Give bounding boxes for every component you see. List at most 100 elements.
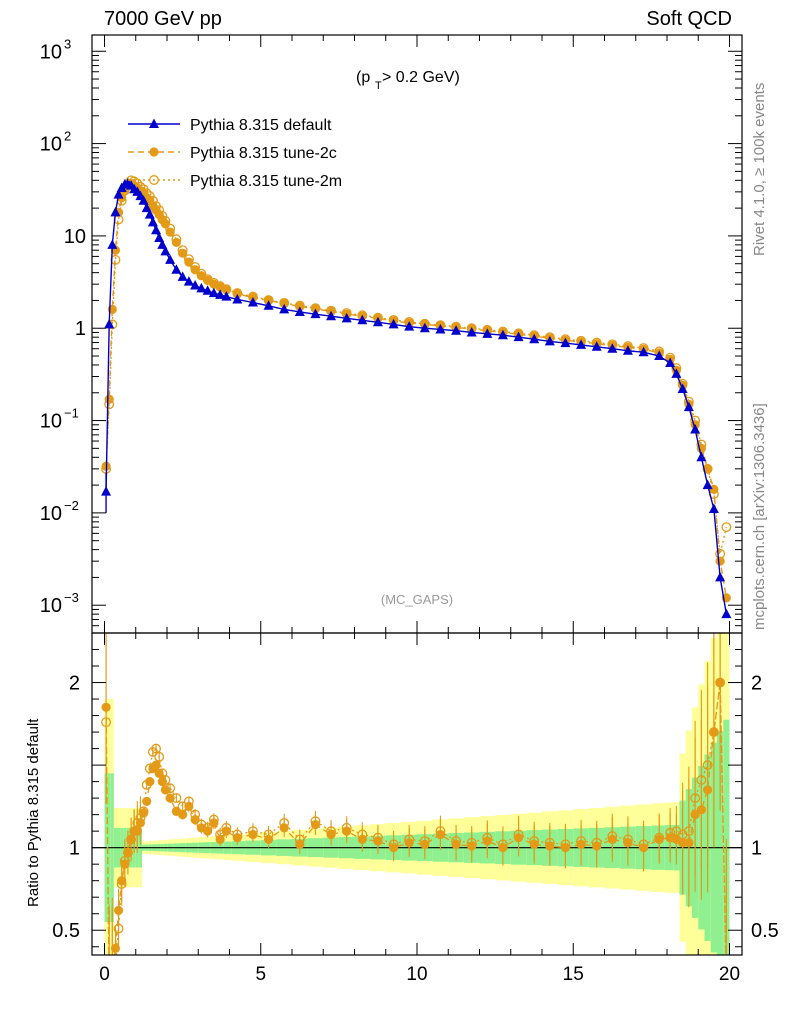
data-point-0-15	[147, 216, 158, 227]
x-tick-label: 15	[563, 964, 584, 985]
data-point-0-2	[107, 239, 118, 249]
ratio-point-1-47	[497, 839, 508, 850]
data-point-1-1	[104, 394, 114, 404]
data-point-1-23	[184, 257, 194, 267]
y-tick-label-exp: 3	[64, 36, 71, 51]
data-point-1-21	[171, 237, 181, 248]
data-point-0-48	[513, 331, 524, 342]
ratio-y-tick-label-right: 1	[751, 838, 762, 860]
data-point-0-58	[665, 357, 676, 368]
y-tick-label-exp: −1	[64, 406, 79, 421]
chart-title-sub: T	[375, 80, 382, 92]
ratio-ylabel: Ratio to Pythia 8.315 default	[25, 718, 42, 907]
ratio-point-1-5	[116, 879, 127, 889]
data-point-1-64	[703, 464, 713, 474]
legend-marker-0	[149, 118, 159, 128]
ratio-point-1-67	[722, 984, 731, 993]
data-point-1-24	[190, 265, 200, 275]
data-point-0-50	[544, 335, 555, 346]
data-point-1-33	[279, 298, 289, 309]
ratio-point-1-28	[215, 829, 226, 840]
ratio-point-1-15	[147, 746, 158, 757]
data-point-0-4	[113, 189, 124, 199]
x-tick-label: 5	[255, 964, 266, 985]
data-point-0-36	[326, 310, 337, 321]
data-point-0-35	[310, 308, 321, 319]
data-point-0-64	[702, 479, 713, 490]
data-point-0-33	[279, 303, 290, 314]
ratio-point-1-43	[435, 826, 446, 837]
ratio-point-1-32	[263, 829, 274, 840]
y-tick-label-base: 1	[75, 318, 86, 340]
side-text-bottom: mcplots.cern.ch [arXiv:1306.3436]	[751, 403, 768, 630]
data-point-0-57	[654, 350, 665, 361]
data-point-1-22	[178, 248, 188, 258]
ratio-y-tick-label-right: 0.5	[751, 920, 779, 942]
analysis-label: (MC_GAPS)	[381, 592, 453, 607]
ratio-point-1-14	[144, 763, 155, 774]
data-point-0-63	[696, 451, 707, 462]
ratio-point-1-10	[132, 817, 143, 828]
series-line-2	[105, 179, 728, 555]
y-tick-label-exp: 2	[64, 129, 71, 144]
y-tick-label-base: 10	[40, 503, 62, 525]
ratio-point-1-4	[113, 923, 124, 934]
data-point-0-40	[388, 318, 399, 329]
y-tick-label-base: 10	[40, 41, 62, 63]
ratio-point-1-62	[690, 793, 701, 804]
data-point-0-59	[671, 368, 682, 378]
data-point-0-62	[690, 424, 701, 434]
y-tick-label-exp: −3	[64, 590, 79, 605]
data-point-1-65	[709, 484, 719, 494]
data-point-0-55	[622, 345, 633, 355]
ratio-point-1-16	[151, 743, 162, 754]
ratio-point-0-13	[142, 796, 152, 807]
ratio-point-1-3	[111, 959, 120, 968]
data-point-0-37	[341, 312, 352, 323]
ratio-point-1-46	[482, 832, 493, 843]
data-point-0-14	[144, 209, 155, 219]
ratio-point-1-22	[177, 801, 188, 812]
ratio-point-1-2	[108, 984, 117, 993]
chart-title-rest: > 0.2 GeV)	[382, 69, 460, 86]
data-point-0-54	[607, 343, 618, 353]
data-point-0-17	[154, 232, 165, 242]
ratio-point-1-42	[419, 836, 430, 847]
ratio-point-1-39	[372, 832, 383, 843]
data-point-0-32	[263, 300, 274, 310]
ratio-point-1-7	[122, 847, 133, 858]
ratio-y-tick-label-right: 2	[751, 673, 762, 695]
data-point-0-34	[294, 306, 305, 316]
series-line-1	[105, 182, 728, 599]
y-tick-label-base: 10	[40, 595, 62, 617]
ratio-point-1-52	[576, 836, 587, 847]
data-point-0-23	[183, 276, 194, 286]
data-point-0-24	[190, 280, 201, 290]
ratio-point-1-0	[101, 717, 112, 728]
data-point-0-26	[202, 285, 213, 295]
legend-label-0: Pythia 8.315 default	[190, 117, 332, 134]
ratio-point-1-33	[279, 817, 290, 828]
ratio-point-1-40	[388, 839, 399, 850]
data-point-0-28	[215, 289, 226, 299]
data-point-0-56	[638, 346, 649, 357]
ratio-uncertainty-bands	[104, 633, 730, 955]
data-point-0-21	[171, 264, 182, 274]
ratio-point-1-27	[208, 814, 219, 825]
ratio-point-1-9	[129, 826, 140, 837]
ratio-point-1-30	[232, 829, 243, 840]
y-tick-label-base: 10	[40, 134, 62, 156]
data-point-0-31	[247, 296, 258, 307]
ratio-point-1-38	[357, 829, 368, 840]
data-point-0-18	[157, 239, 168, 249]
ratio-point-1-34	[294, 834, 305, 845]
ratio-point-1-50	[544, 837, 555, 848]
data-point-0-38	[357, 314, 368, 325]
data-point-1-29	[221, 285, 231, 295]
legend-label-2: Pythia 8.315 tune-2m	[190, 173, 342, 190]
data-point-1-20	[165, 227, 175, 237]
ratio-point-1-6	[119, 855, 130, 866]
data-point-0-19	[160, 245, 171, 256]
header-left: 7000 GeV pp	[104, 8, 222, 30]
